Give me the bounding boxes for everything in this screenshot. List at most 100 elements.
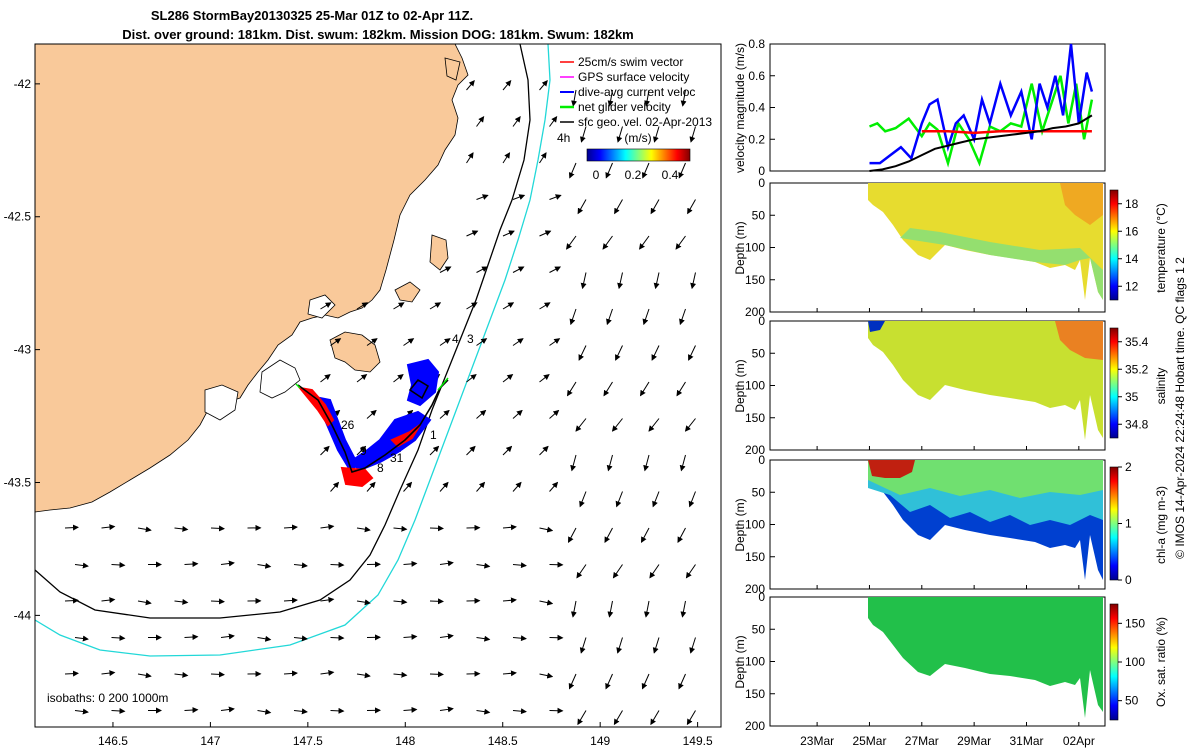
depth-ytick-label: 100 xyxy=(745,655,765,669)
date-tick-label: 31Mar xyxy=(1009,734,1043,748)
map-xtick-label: 147.5 xyxy=(293,734,323,748)
geo-velocity-arrow xyxy=(211,674,224,675)
map-xtick-label: 146.5 xyxy=(98,734,128,748)
imos-side-label: © IMOS 14-Apr-2024 22:24:48 Hobart time.… xyxy=(1173,257,1187,559)
depth-ytick-label: 150 xyxy=(745,411,765,425)
geo-velocity-arrow xyxy=(211,528,224,529)
velocity-ytick-label: 0.6 xyxy=(748,69,765,83)
map-xtick-label: 148 xyxy=(395,734,415,748)
colorbar-tick-label: 150 xyxy=(1125,616,1145,630)
depth-ytick-label: 100 xyxy=(745,241,765,255)
chla-colorbar-label: chl-a (mg m-3) xyxy=(1154,486,1168,564)
map-colorbar xyxy=(587,149,690,161)
track-label-4: 4 xyxy=(452,332,459,346)
colorbar-tick-label: 35.2 xyxy=(1125,362,1149,376)
map-xtick-label: 147 xyxy=(200,734,220,748)
geo-velocity-arrow xyxy=(331,565,344,566)
geo-velocity-arrow xyxy=(331,711,344,712)
geo-velocity-arrow xyxy=(65,527,78,528)
track-label-1: 1 xyxy=(430,428,437,442)
date-tick-label: 29Mar xyxy=(957,734,991,748)
map-xtick-label: 149.5 xyxy=(683,734,713,748)
oxygen-panel: 0 50 100 150 200 23Mar 25Mar 27Mar 29Mar 31Mar 02A… xyxy=(733,590,1168,748)
colorbar-tick-label: 18 xyxy=(1125,197,1139,211)
date-tick-label: 27Mar xyxy=(905,734,939,748)
date-tick-label: 23Mar xyxy=(800,734,834,748)
legend-label-gps: GPS surface velocity xyxy=(578,70,689,84)
colorbar-tick-label: 35.4 xyxy=(1125,335,1149,349)
map-ytick-label: -42.5 xyxy=(4,210,32,224)
map-colorbar-unit: (m/s) xyxy=(624,131,651,145)
colorbar-tick-label: 12 xyxy=(1125,279,1139,293)
geo-velocity-arrow xyxy=(211,601,224,602)
salinity-colorbar xyxy=(1110,328,1118,438)
oxygen-colorbar-label: Ox. sat. ratio (%) xyxy=(1154,617,1168,707)
temperature-ylabel: Depth (m) xyxy=(733,221,747,274)
track-label-8: 8 xyxy=(377,461,384,475)
date-tick-label: 25Mar xyxy=(852,734,886,748)
map-ytick-label: -43 xyxy=(14,343,32,357)
map-colorbar-tick-0: 0 xyxy=(593,168,600,182)
map-xtick-label: 149 xyxy=(590,734,610,748)
colorbar-tick-label: 50 xyxy=(1125,694,1139,708)
map-ytick-label: -42 xyxy=(14,77,32,91)
colorbar-tick-label: 35 xyxy=(1125,390,1139,404)
temperature-colorbar xyxy=(1110,190,1118,300)
velocity-ytick-label: 0.4 xyxy=(748,101,765,115)
depth-ytick-label: 50 xyxy=(752,208,766,222)
velocity-ylabel: velocity magnitude (m/s) xyxy=(733,43,747,173)
salinity-ylabel: Depth (m) xyxy=(733,359,747,412)
title-line1: SL286 StormBay20130325 25-Mar 01Z to 02-… xyxy=(151,8,473,23)
map-colorbar-tick-0.2: 0.2 xyxy=(625,168,642,182)
track-label-31: 31 xyxy=(390,451,404,465)
depth-ytick-label: 200 xyxy=(745,719,765,733)
colorbar-tick-label: 16 xyxy=(1125,224,1139,238)
colorbar-tick-label: 1 xyxy=(1125,517,1132,531)
depth-ytick-label: 100 xyxy=(745,379,765,393)
chla-ylabel: Depth (m) xyxy=(733,498,747,551)
legend-label-net: net glider velocity xyxy=(578,100,671,114)
depth-ytick-label: 150 xyxy=(745,687,765,701)
track-label-4h: 4h xyxy=(557,131,570,145)
velocity-axes xyxy=(770,44,1105,171)
map-colorbar-tick-0.4: 0.4 xyxy=(662,168,679,182)
map-ytick-label: -43.5 xyxy=(4,476,32,490)
isobath-label: isobaths: 0 200 1000m xyxy=(47,691,168,705)
depth-ytick-label: 50 xyxy=(752,622,766,636)
legend-label-swim: 25cm/s swim vector xyxy=(578,55,683,69)
colorbar-tick-label: 2 xyxy=(1125,460,1132,474)
colorbar-tick-label: 34.8 xyxy=(1125,417,1149,431)
geo-velocity-arrow xyxy=(65,600,78,601)
track-label-26: 26 xyxy=(341,418,355,432)
chla-colorbar xyxy=(1110,467,1118,580)
map-xtick-label: 148.5 xyxy=(488,734,518,748)
oxygen-ylabel: Depth (m) xyxy=(733,635,747,688)
salinity-colorbar-label: salinity xyxy=(1154,368,1168,405)
depth-ytick-label: 150 xyxy=(745,550,765,564)
depth-ytick-label: 150 xyxy=(745,273,765,287)
velocity-ytick-label: 0.8 xyxy=(748,37,765,51)
depth-ytick-label: 100 xyxy=(745,518,765,532)
geo-velocity-arrow xyxy=(331,638,344,639)
colorbar-tick-label: 0 xyxy=(1125,573,1132,587)
map-panel: 4h 4 3 26 1 9 31 8 25cm/s swim vector GP… xyxy=(4,44,721,748)
date-tick-label: 02Apr xyxy=(1063,734,1095,748)
depth-ytick-label: 0 xyxy=(758,590,765,604)
velocity-panel: 00.20.40.60.8 velocity magnitude (m/s) xyxy=(733,37,1105,178)
title-line2: Dist. over ground: 181km. Dist. swum: 18… xyxy=(122,27,634,42)
colorbar-tick-label: 14 xyxy=(1125,252,1139,266)
depth-ytick-label: 0 xyxy=(758,176,765,190)
velocity-ytick-label: 0.2 xyxy=(748,132,765,146)
track-label-9: 9 xyxy=(360,444,367,458)
legend-label-dive-avg: dive-avg current veloc xyxy=(578,85,695,99)
temperature-colorbar-label: temperature (°C) xyxy=(1154,203,1168,293)
legend-label-geo: sfc geo. vel. 02-Apr-2013 xyxy=(578,115,712,129)
oxygen-colorbar xyxy=(1110,604,1118,720)
depth-ytick-label: 0 xyxy=(758,453,765,467)
colorbar-tick-label: 100 xyxy=(1125,655,1145,669)
depth-ytick-label: 0 xyxy=(758,314,765,328)
